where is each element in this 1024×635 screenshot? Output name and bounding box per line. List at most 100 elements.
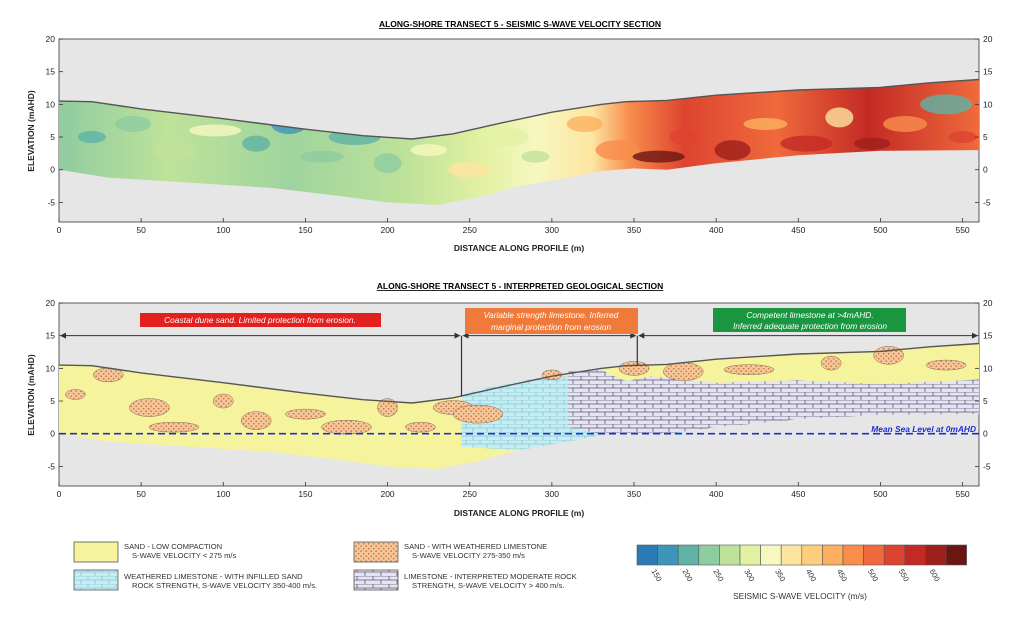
colorbar-tick-label: 450	[835, 568, 849, 583]
x-tick-label: 200	[380, 225, 394, 235]
velocity-anomaly	[152, 140, 196, 161]
velocity-y-ticks-left: 20 15 10 5 0 -5	[46, 34, 63, 207]
colorbar-tick-label: 600	[928, 568, 942, 583]
colorbar-cell	[780, 544, 803, 566]
y-tick-label: 10	[983, 99, 993, 109]
velocity-anomaly	[77, 131, 106, 144]
y-tick-label: 20	[46, 298, 56, 308]
velocity-anomaly	[521, 150, 550, 163]
y-tick-label: -5	[47, 197, 55, 207]
colorbar-tick-label: 350	[773, 568, 787, 583]
sand-limestone-patch	[405, 421, 436, 433]
geology-y-ticks-left: 20 15 10 5 0 -5	[46, 298, 63, 471]
y-tick-label: 5	[983, 396, 988, 406]
y-tick-label: 15	[46, 67, 56, 77]
legend-swatch-sand	[73, 541, 119, 563]
x-tick-label: 300	[545, 489, 559, 499]
colorbar-tick-label: 150	[650, 568, 664, 583]
x-tick-label: 400	[709, 225, 723, 235]
x-tick-label: 550	[955, 489, 969, 499]
sand-limestone-patch	[925, 359, 967, 371]
y-tick-label: 20	[983, 34, 993, 44]
velocity-anomaly	[595, 140, 640, 161]
colorbar-tick-label: 550	[897, 568, 911, 583]
zone-arrow-head-right	[454, 332, 461, 339]
x-tick-label: 200	[380, 489, 394, 499]
zone-3-label-line2: Inferred adequate protection from erosio…	[733, 321, 887, 331]
x-tick-label: 150	[298, 225, 312, 235]
y-tick-label: 10	[46, 99, 56, 109]
zone-arrow-head-left	[638, 332, 645, 339]
x-tick-label: 250	[463, 489, 477, 499]
velocity-anomaly	[669, 129, 698, 146]
velocity-anomaly	[883, 115, 928, 132]
colorbar-cell	[842, 544, 864, 566]
colorbar-title: SEISMIC S-WAVE VELOCITY (m/s)	[733, 591, 867, 601]
sand-limestone-patch	[663, 362, 704, 381]
y-tick-label: 15	[46, 331, 56, 341]
x-tick-label: 550	[955, 225, 969, 235]
ground-surface-line	[58, 78, 980, 140]
y-tick-label: 5	[50, 132, 55, 142]
y-tick-label: 0	[50, 429, 55, 439]
x-tick-label: 300	[545, 225, 559, 235]
zone-arrow-head-left	[462, 332, 469, 339]
sand-limestone-patch	[618, 361, 650, 376]
y-tick-label: 10	[46, 363, 56, 373]
y-tick-label: 10	[983, 363, 993, 373]
colorbar-cell	[636, 544, 658, 566]
colorbar-tick-label: 250	[711, 568, 725, 583]
y-tick-label: 5	[50, 396, 55, 406]
colorbar-cell	[801, 544, 823, 566]
legend-weathered-line1: WEATHERED LIMESTONE - WITH INFILLED SAND	[124, 572, 303, 581]
x-tick-label: 100	[216, 489, 230, 499]
legend-swatch-weathered-limestone	[73, 569, 119, 591]
colorbar-cell	[657, 544, 679, 566]
sand-limestone-patch	[452, 404, 504, 424]
sand-limestone-patch	[148, 421, 200, 433]
x-tick-label: 400	[709, 489, 723, 499]
geology-x-ticks: 0 50 100 150 200 250 300 350 400 450 500 550	[57, 482, 970, 499]
y-tick-label: 15	[983, 67, 993, 77]
velocity-x-label: DISTANCE ALONG PROFILE (m)	[454, 243, 585, 253]
legend-weathered-line2: ROCK STRENGTH, S-WAVE VELOCITY 350-400 m…	[132, 581, 317, 590]
geology-x-label: DISTANCE ALONG PROFILE (m)	[454, 508, 585, 518]
velocity-section-panel: ALONG-SHORE TRANSECT 5 - SEISMIC S-WAVE …	[26, 19, 993, 253]
legend-swatch-limestone	[353, 569, 399, 591]
velocity-y-label: ELEVATION (mAHD)	[26, 90, 36, 172]
x-tick-label: 50	[136, 225, 146, 235]
x-tick-label: 500	[873, 225, 887, 235]
velocity-anomaly	[948, 131, 977, 144]
velocity-anomaly	[920, 94, 973, 115]
zone-2-label-line2: marginal protection from erosion	[491, 322, 611, 332]
y-tick-label: 15	[983, 331, 993, 341]
geology-section-title: ALONG-SHORE TRANSECT 5 - INTERPRETED GEO…	[377, 281, 664, 291]
y-tick-label: 0	[50, 165, 55, 175]
velocity-colorbar: 150 200 250 300 350 400 450 500 550 600 SEISMIC S…	[636, 544, 967, 601]
y-tick-label: -5	[983, 197, 991, 207]
velocity-anomaly	[189, 124, 242, 137]
zone-3-label-box	[713, 308, 906, 332]
velocity-anomaly	[780, 135, 833, 152]
colorbar-cell	[719, 544, 741, 566]
colorbar-tick-label: 400	[804, 568, 818, 583]
velocity-anomaly	[410, 144, 447, 157]
x-tick-label: 50	[136, 489, 146, 499]
legend-sand-line2: S-WAVE VELOCITY < 275 m/s	[132, 551, 237, 560]
velocity-anomaly	[825, 107, 854, 128]
sand-limestone-patch	[240, 411, 272, 430]
zone-1-label-box	[140, 313, 381, 327]
colorbar-cell	[883, 544, 906, 566]
velocity-x-ticks: 0 50 100 150 200 250 300 350 400 450 500 550	[57, 218, 970, 235]
y-tick-label: -5	[983, 461, 991, 471]
y-tick-label: 0	[983, 429, 988, 439]
sand-limestone-patch	[321, 419, 372, 435]
x-tick-label: 350	[627, 489, 641, 499]
zone-extent-arrows	[60, 332, 978, 396]
colorbar-cell	[698, 544, 720, 566]
velocity-anomaly	[299, 150, 344, 163]
legend-swatch-sand-limestone	[353, 541, 399, 563]
velocity-anomaly	[566, 115, 603, 132]
zone-2-label-line1: Variable strength limestone. Inferred	[484, 310, 619, 320]
geology-y-label: ELEVATION (mAHD)	[26, 354, 36, 436]
